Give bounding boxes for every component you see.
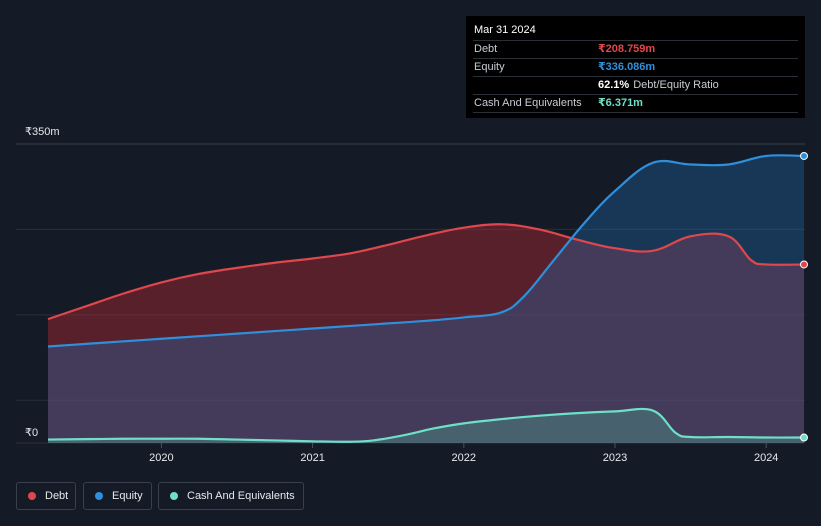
tooltip-row-debt: Debt ₹208.759m (473, 40, 798, 58)
debt-area (48, 224, 804, 443)
equity-area (48, 155, 804, 443)
tooltip-cash-value: ₹6.371m (598, 97, 643, 109)
tooltip-row-equity: Equity ₹336.086m (473, 58, 798, 76)
series-areas (48, 155, 804, 443)
series-lines (47, 154, 805, 443)
equity-dot-icon (95, 492, 103, 500)
legend-equity-label: Equity (112, 490, 143, 502)
x-tick-label-2021: 2021 (300, 452, 324, 464)
x-tick-label-2023: 2023 (603, 452, 627, 464)
debt-dot-icon (28, 492, 36, 500)
legend-cash-toggle[interactable]: Cash And Equivalents (158, 482, 304, 510)
y-axis-top-label: ₹350m (25, 126, 60, 138)
legend-equity-toggle[interactable]: Equity (83, 482, 152, 510)
x-tick-label-2020: 2020 (149, 452, 173, 464)
tooltip-cash-label: Cash And Equivalents (474, 97, 582, 109)
gridlines (16, 143, 805, 444)
y-axis-bottom-label: ₹0 (25, 427, 39, 439)
x-tick-label-2022: 2022 (452, 452, 476, 464)
tooltip-row-cash: Cash And Equivalents ₹6.371m (473, 94, 798, 113)
cash-line (47, 407, 805, 443)
data-tooltip: Mar 31 2024 Debt ₹208.759m Equity ₹336.0… (466, 16, 805, 118)
tooltip-debt-label: Debt (474, 43, 498, 55)
tooltip-equity-value: ₹336.086m (598, 61, 656, 73)
tooltip-ratio-label: Debt/Equity Ratio (633, 79, 719, 91)
end-markers (800, 151, 808, 442)
legend-debt-label: Debt (45, 490, 69, 502)
tooltip-debt-value: ₹208.759m (598, 43, 656, 55)
debt-end-marker (800, 260, 808, 269)
legend-debt-toggle[interactable]: Debt (16, 482, 76, 510)
cash-dot-icon (170, 492, 178, 500)
tooltip-ratio-value: 62.1% (598, 79, 630, 91)
tooltip-row-ratio: 62.1% Debt/Equity Ratio (473, 76, 798, 94)
legend-cash-label: Cash And Equivalents (187, 490, 295, 502)
cash-end-marker (800, 433, 808, 442)
equity-line (47, 154, 805, 348)
x-tick-label-2024: 2024 (754, 452, 778, 464)
x-axis-ticks: 2020 2021 2022 2023 2024 (149, 443, 778, 464)
tooltip-equity-label: Equity (474, 61, 505, 73)
cash-area (48, 408, 804, 443)
debt-line (47, 223, 805, 321)
equity-end-marker (800, 151, 808, 160)
tooltip-date: Mar 31 2024 (474, 24, 536, 36)
